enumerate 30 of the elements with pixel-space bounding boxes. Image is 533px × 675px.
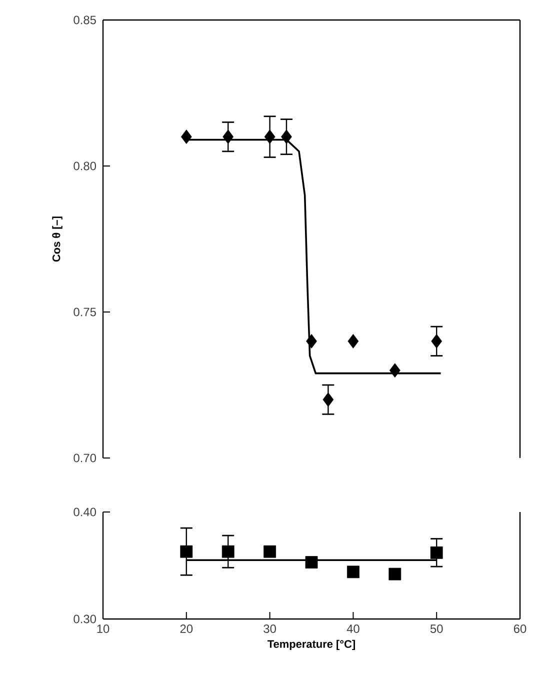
point (264, 545, 276, 558)
point (430, 546, 443, 559)
x-tick-label: 60 (514, 624, 526, 633)
point (306, 334, 317, 348)
y-axis-title: Cos θ [–] (52, 216, 62, 262)
point (281, 130, 292, 144)
point (347, 566, 360, 578)
point (180, 130, 192, 144)
point (389, 363, 400, 378)
x-axis-title: Temperature [°C] (268, 640, 355, 650)
x-tick-label: 30 (264, 624, 276, 633)
point (348, 334, 359, 348)
point (222, 130, 234, 144)
x-tick-label: 40 (346, 624, 360, 633)
x-tick-label: 20 (180, 624, 193, 633)
point (388, 568, 402, 580)
x-tick-label: 10 (97, 624, 110, 633)
point (322, 392, 334, 407)
point (431, 334, 442, 348)
y-tick-label: 0.70 (74, 454, 96, 462)
point (305, 556, 318, 568)
y-tick-label: 0.40 (74, 508, 96, 516)
y-tick-label: 0.80 (74, 162, 96, 170)
y-tick-label: 0.85 (74, 16, 96, 24)
x-tick-label: 50 (430, 624, 443, 633)
point (222, 545, 234, 558)
y-tick-label: 0.30 (74, 614, 96, 624)
y-tick-label: 0.75 (74, 308, 96, 316)
point (264, 130, 276, 144)
point (180, 545, 193, 558)
